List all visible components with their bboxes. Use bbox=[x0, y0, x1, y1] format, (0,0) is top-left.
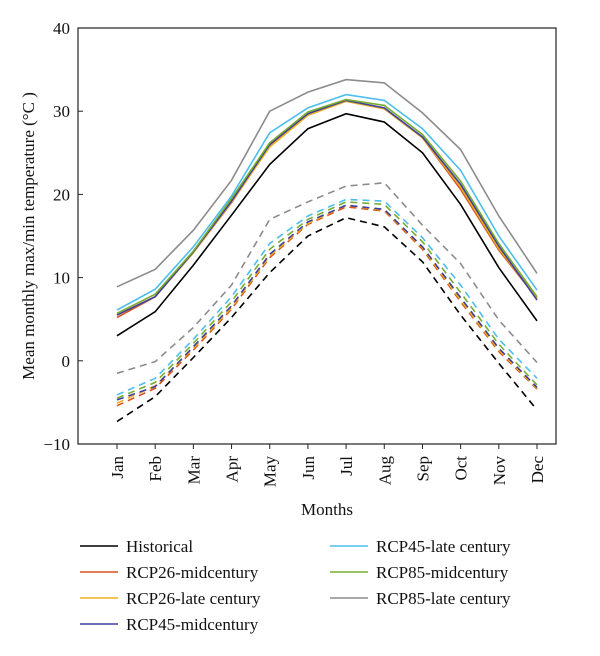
legend-label: RCP26-midcentury bbox=[126, 563, 259, 582]
x-tick-label: Jul bbox=[337, 456, 356, 476]
series-line-min-0 bbox=[116, 216, 538, 423]
y-tick-label: 10 bbox=[53, 269, 70, 288]
legend-label: RCP85-late century bbox=[376, 589, 511, 608]
legend-label: RCP85-midcentury bbox=[376, 563, 509, 582]
legend-label: RCP26-late century bbox=[126, 589, 261, 608]
y-tick-label: 20 bbox=[53, 185, 70, 204]
legend-item: RCP45-midcentury bbox=[80, 615, 259, 634]
series-line-max-4 bbox=[116, 93, 538, 311]
legend-item: RCP85-late century bbox=[330, 589, 511, 608]
y-axis-ticks: −10 0 10 20 30 40 bbox=[43, 19, 83, 454]
x-tick-label: Nov bbox=[490, 456, 509, 486]
x-tick-label: Mar bbox=[184, 456, 203, 485]
legend-item: RCP26-late century bbox=[80, 589, 261, 608]
x-tick-label: May bbox=[261, 456, 280, 488]
legend-item: Historical bbox=[80, 537, 193, 556]
x-tick-label: Jan bbox=[108, 456, 127, 479]
x-tick-label: Feb bbox=[146, 456, 165, 482]
x-tick-label: Oct bbox=[452, 456, 471, 481]
series-line-max-5 bbox=[116, 98, 538, 315]
series-line-min-6 bbox=[116, 181, 538, 375]
legend-item: RCP85-midcentury bbox=[330, 563, 509, 582]
series-line-max-0 bbox=[116, 112, 538, 337]
legend-label: RCP45-late century bbox=[376, 537, 511, 556]
plot-area-border bbox=[77, 27, 557, 445]
y-tick-label: 40 bbox=[53, 19, 70, 38]
x-axis-label: Months bbox=[301, 500, 353, 519]
y-tick-label: 30 bbox=[53, 102, 70, 121]
x-tick-label: Apr bbox=[223, 456, 242, 483]
x-tick-label: Jun bbox=[299, 456, 318, 480]
series-line-max-6 bbox=[116, 78, 538, 288]
x-axis-ticks: Jan Feb Mar Apr May Jun Jul Aug Sep Oct Nov Dec bbox=[108, 444, 547, 487]
legend-item: RCP26-midcentury bbox=[80, 563, 259, 582]
plot-frame bbox=[77, 27, 557, 445]
legend-item: RCP45-late century bbox=[330, 537, 511, 556]
series-line-min-1 bbox=[116, 206, 538, 407]
legend-label: RCP45-midcentury bbox=[126, 615, 259, 634]
legend-label: Historical bbox=[126, 537, 193, 556]
x-tick-label: Sep bbox=[413, 456, 432, 482]
y-axis-label: Mean monthly max/min temperature (°C ) bbox=[19, 92, 38, 380]
series-line-min-2 bbox=[116, 204, 538, 404]
series-line-min-3 bbox=[116, 204, 538, 401]
series-lines bbox=[116, 78, 538, 423]
y-tick-label: 0 bbox=[62, 352, 71, 371]
legend: Historical RCP26-midcentury RCP26-late cen… bbox=[80, 537, 511, 634]
series-line-min-4 bbox=[116, 198, 538, 396]
x-tick-label: Dec bbox=[528, 456, 547, 484]
series-line-min-5 bbox=[116, 201, 538, 399]
x-tick-label: Aug bbox=[375, 456, 394, 486]
y-tick-label: −10 bbox=[43, 435, 70, 454]
